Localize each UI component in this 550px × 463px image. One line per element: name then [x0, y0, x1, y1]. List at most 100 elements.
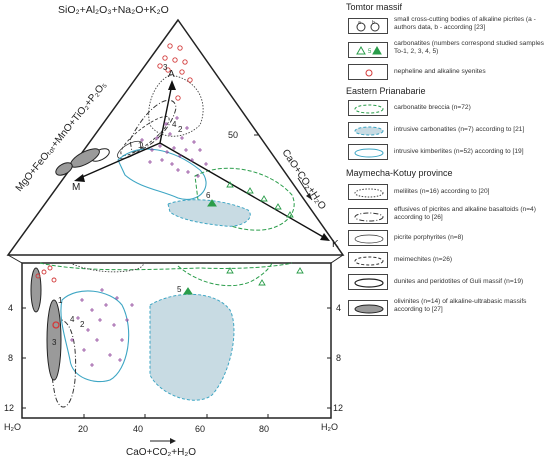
legend-group-title: Eastern Prianabarie: [346, 86, 426, 96]
inset-effusives-field: [49, 318, 77, 408]
trend-arrow-m: [79, 142, 161, 179]
marker-k: K: [332, 239, 339, 250]
inset-carbonatite-sample: [183, 287, 193, 295]
inset-y-tick-12-left: 12: [4, 403, 14, 413]
legend-item: melilites (n=16) according to [20]: [346, 184, 550, 204]
trend-arrow-a-head: [168, 80, 176, 90]
point-label-1: 1: [138, 141, 143, 150]
legend-item-label: intrusive carbonatites (n=7) according t…: [394, 126, 525, 133]
inset-carbonatite-breccia-field: [39, 262, 293, 271]
point-label-4: 4: [172, 120, 177, 129]
inset-y-ticks: [22, 307, 331, 409]
inset-label-5: 5: [177, 285, 182, 294]
trend-arrow-k-head: [320, 233, 330, 241]
legend-item-label: nepheline and alkaline syenites: [394, 68, 486, 75]
legend-item: effusives of picrites and alkaline basal…: [346, 206, 550, 226]
right-axis-arrow-head: [306, 193, 312, 200]
intrusive-carbonatite-field: [167, 199, 251, 227]
carbonatite-breccia-field: [194, 167, 295, 231]
inset-picrite-crosses: [70, 288, 134, 367]
legend-item: picrite porphyrites (n=8): [346, 230, 550, 250]
inset-melilite-field: [69, 262, 146, 273]
inset-frame: [21, 262, 332, 419]
svg-text:b: b: [372, 20, 375, 26]
legend-item-label: dunites and peridotites of Guli massif (…: [394, 278, 524, 285]
legend-item: meimechites (n=26): [346, 252, 550, 272]
grey-ellipse-icon: [348, 300, 388, 316]
inset-x-label: CaO+CO₂+H₂O: [126, 447, 196, 458]
legend-item-label: olivinites (n=14) of alkaline-ultrabasic…: [394, 298, 527, 313]
inset-dunite-field: [46, 299, 62, 381]
legend-item: carbonatite breccia (n=72): [346, 100, 550, 120]
marker-m: M: [72, 182, 80, 193]
kimberlite-field: [117, 148, 207, 200]
inset-y-label-right: H₂O: [321, 422, 338, 432]
legend-item-label: meimechites (n=26): [394, 256, 453, 263]
dotted-ellipse-icon: [348, 184, 388, 200]
marker-a: A: [168, 69, 175, 80]
right-axis-label: CaO+CO₂+H₂O: [280, 148, 328, 212]
trend-arrow-m-head: [74, 174, 85, 182]
inset-syenite-points: [35, 265, 57, 283]
syenite-points: [157, 43, 193, 101]
point-label-3: 3: [163, 63, 168, 72]
trend-arrow-a: [159, 83, 173, 144]
inset-y-label-left: H₂O: [4, 422, 21, 432]
point-label-2: 2: [178, 125, 183, 134]
olivinite-field-2: [55, 162, 73, 176]
effusives-field: [129, 99, 177, 153]
inset-olivinite-field: [30, 267, 42, 313]
legend-item: dunites and peridotites of Guli massif (…: [346, 274, 550, 294]
carbonatite-sample-marker: [207, 199, 217, 207]
legend-group-title: Maymecha-Kotuy province: [346, 168, 453, 178]
inset-y-tick-8-left: 8: [8, 353, 13, 363]
inset-label-4: 4: [70, 315, 75, 324]
apex-label: SiO₂+Al₂O₃+Na₂O+K₂O: [58, 4, 169, 16]
svg-text:5: 5: [368, 49, 372, 55]
svg-text:a: a: [358, 20, 361, 26]
dash-dot-ellipse-icon: [348, 208, 388, 224]
inset-y-tick-12-right: 12: [333, 403, 343, 413]
legend-item-label: carbonatite breccia (n=72): [394, 104, 471, 111]
inset-intrusive-carbonatite-field: [149, 293, 235, 401]
inset-x-tick-60: 60: [195, 424, 205, 434]
blue-solid-icon: [348, 144, 388, 160]
inset-carbonatite-breccia-field-2: [177, 262, 273, 287]
inset-kimberlite-field: [60, 290, 130, 383]
inset-carbonatite-points: [226, 267, 304, 286]
inset-x-arrow-head: [170, 438, 176, 444]
triangle-outline: [6, 18, 345, 256]
legend-item: 5 carbonatites (numbers correspond studi…: [346, 40, 550, 60]
legend-item: intrusive kimberlites (n=52) according t…: [346, 144, 550, 164]
inset-label-3: 3: [52, 338, 57, 347]
legend-item-label: intrusive kimberlites (n=52) according t…: [394, 148, 524, 155]
legend-item: intrusive carbonatites (n=7) according t…: [346, 122, 550, 142]
blue-dashed-fill-icon: [348, 122, 388, 138]
legend-item-label: melilites (n=16) according to [20]: [394, 188, 490, 195]
legend-item: olivinites (n=14) of alkaline-ultrabasic…: [346, 298, 550, 318]
point-label-6: 6: [206, 191, 211, 200]
projection-line-left: [7, 254, 23, 264]
ternary-diagram: SiO₂+Al₂O₃+Na₂O+K₂O 50 MgO+FeOₜₒₜ+MnO+Ti…: [4, 4, 345, 458]
inset-label-1: 1: [58, 296, 63, 305]
inset-sample-marker: [52, 321, 60, 329]
thin-ellipse-icon: [348, 230, 388, 246]
legend-item-label: small cross-cutting bodies of alkaline p…: [394, 16, 536, 31]
dashed-ellipse-icon: [348, 252, 388, 268]
trend-arrow-k: [159, 142, 326, 239]
inset-x-tick-40: 40: [133, 424, 143, 434]
green-triangle-icon: 5: [348, 42, 388, 58]
meimechite-field: [120, 116, 170, 156]
legend-item: nepheline and alkaline syenites: [346, 64, 550, 84]
picrite-crosses: [140, 116, 208, 178]
left-axis-label: MgO+FeOₜₒₜ+MnO+TiO₂+P₂O₅: [14, 80, 109, 194]
inset-x-ticks: [83, 414, 269, 418]
legend-item-label: picrite porphyrites (n=8): [394, 234, 464, 241]
legend-group-title: Tomtor massif: [346, 2, 403, 12]
inset-y-tick-4-left: 4: [8, 303, 13, 313]
tick-50-label: 50: [228, 130, 238, 140]
solid-ellipse-icon: [348, 274, 388, 290]
